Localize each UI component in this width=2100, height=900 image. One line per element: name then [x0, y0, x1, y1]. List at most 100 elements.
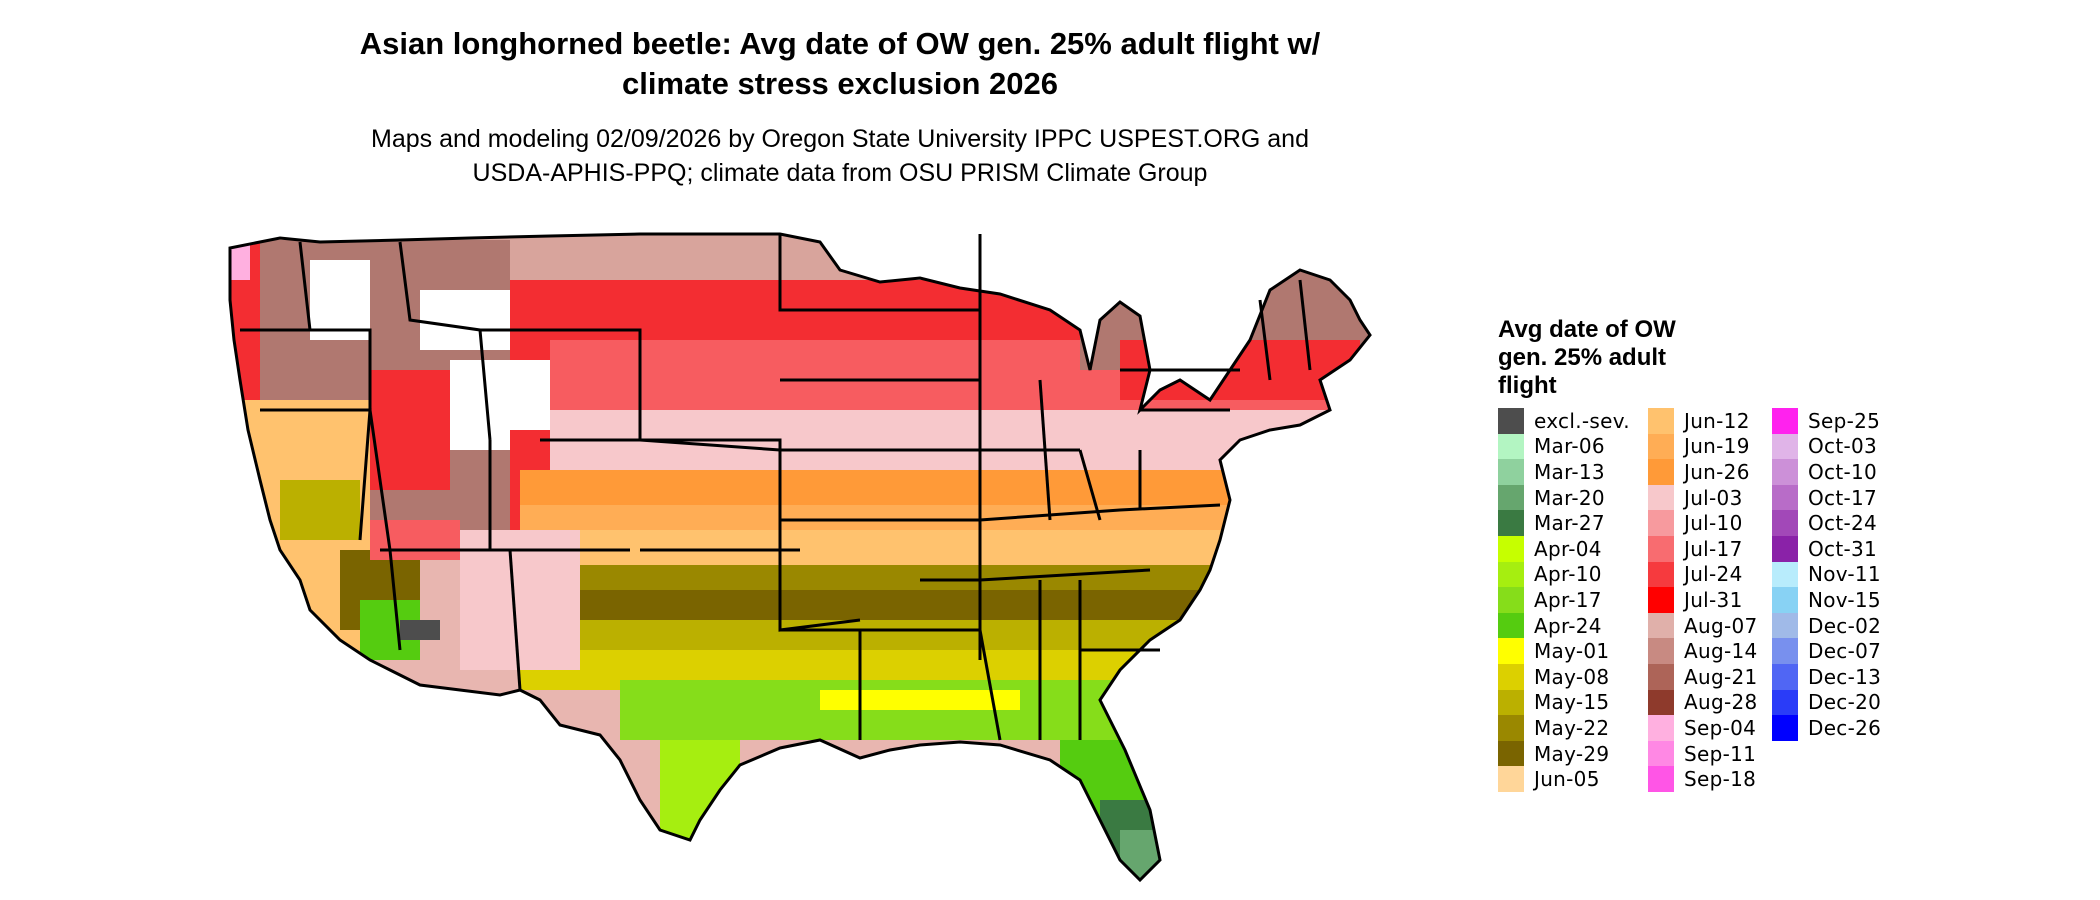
legend-item: Jul-17 — [1648, 535, 1758, 562]
legend-label: May-01 — [1534, 639, 1610, 664]
legend-item: Dec-07 — [1772, 638, 1881, 664]
legend-swatch — [1648, 587, 1674, 613]
legend-item: Apr-04 — [1498, 535, 1630, 562]
legend-label: May-22 — [1534, 715, 1610, 740]
legend-swatch — [1648, 612, 1674, 639]
map-subtitle-line1: Maps and modeling 02/09/2026 by Oregon S… — [371, 125, 1309, 153]
legend-label: Sep-04 — [1684, 715, 1757, 740]
legend-label: Dec-13 — [1808, 664, 1882, 689]
legend-swatch — [1648, 510, 1674, 536]
legend-swatch — [1498, 459, 1524, 485]
legend-label: Jul-03 — [1684, 485, 1743, 510]
legend-label: Apr-17 — [1534, 587, 1602, 612]
legend-item: Jun-19 — [1648, 433, 1758, 460]
legend-swatch — [1498, 715, 1524, 741]
legend-label: Mar-06 — [1534, 434, 1605, 459]
legend-item: May-01 — [1498, 638, 1630, 664]
legend-label: May-08 — [1534, 664, 1610, 689]
legend-swatch — [1498, 740, 1524, 767]
legend-item: Sep-25 — [1772, 408, 1881, 434]
legend-swatch — [1648, 433, 1674, 460]
legend-item: Aug-21 — [1648, 663, 1758, 690]
map-subtitle-line2: USDA-APHIS-PPQ; climate data from OSU PR… — [472, 159, 1208, 187]
legend-label: Sep-18 — [1684, 767, 1757, 792]
legend-column-1: excl.-sev. Mar-06 Mar-13 Mar-20 Mar-27 Apr-04… — [1498, 408, 1630, 792]
legend-item: Oct-17 — [1772, 484, 1881, 511]
legend-item: Jul-24 — [1648, 561, 1758, 588]
legend-swatch — [1772, 484, 1798, 511]
legend-swatch — [1772, 561, 1798, 588]
legend-label: Jul-31 — [1684, 587, 1743, 612]
legend-swatch — [1772, 612, 1798, 639]
legend-label: Dec-20 — [1808, 690, 1882, 715]
legend-label: excl.-sev. — [1534, 408, 1630, 433]
legend-item: Aug-07 — [1648, 612, 1758, 639]
legend-item: Oct-31 — [1772, 535, 1881, 562]
legend-swatch — [1498, 612, 1524, 639]
legend-label: Mar-13 — [1534, 459, 1605, 484]
legend-item: Mar-13 — [1498, 459, 1630, 485]
state-boundaries — [228, 232, 1372, 882]
legend-item: excl.-sev. — [1498, 408, 1630, 434]
legend-item: May-22 — [1498, 715, 1630, 741]
legend-swatch — [1648, 408, 1674, 434]
legend-column-2: Jun-12 Jun-19 Jun-26 Jul-03 Jul-10 Jul-17 Jul-… — [1648, 408, 1758, 792]
legend-swatch — [1772, 535, 1798, 562]
legend-swatch — [1498, 587, 1524, 613]
legend-item: Jul-10 — [1648, 510, 1758, 536]
legend-item: Mar-06 — [1498, 433, 1630, 460]
legend-item: Nov-15 — [1772, 587, 1881, 613]
legend-label: Aug-28 — [1684, 690, 1758, 715]
legend-label: Jun-12 — [1684, 408, 1750, 433]
map-subtitle: Maps and modeling 02/09/2026 by Oregon S… — [250, 122, 1430, 190]
legend-swatch — [1772, 510, 1798, 536]
legend-label: Oct-10 — [1808, 459, 1878, 484]
legend-label: Jun-05 — [1534, 767, 1600, 792]
legend-item: May-29 — [1498, 740, 1630, 767]
legend-swatch — [1498, 638, 1524, 664]
legend-item: Jul-31 — [1648, 587, 1758, 613]
legend-swatch — [1772, 638, 1798, 664]
legend-label: Sep-11 — [1684, 741, 1757, 766]
legend-item: Dec-26 — [1772, 715, 1881, 741]
map-title-line2: climate stress exclusion 2026 — [622, 66, 1058, 101]
legend-label: Oct-17 — [1808, 485, 1878, 510]
legend-swatch — [1498, 561, 1524, 588]
legend-swatch — [1498, 689, 1524, 716]
legend-label: Aug-07 — [1684, 613, 1758, 638]
legend-swatch — [1498, 433, 1524, 460]
map-color-fill — [230, 234, 1370, 880]
legend-item: Jun-12 — [1648, 408, 1758, 434]
legend-item: Dec-13 — [1772, 663, 1882, 690]
legend-label: Jul-17 — [1684, 536, 1743, 561]
legend-swatch — [1648, 484, 1674, 511]
legend-label: Jul-10 — [1684, 511, 1743, 536]
legend-swatch — [1772, 408, 1798, 434]
us-phenology-map — [228, 232, 1372, 882]
map-title-line1: Asian longhorned beetle: Avg date of OW … — [359, 26, 1321, 61]
legend-swatch — [1772, 715, 1798, 741]
legend-label: Dec-26 — [1808, 715, 1882, 740]
legend-item: Jul-03 — [1648, 484, 1758, 511]
legend-swatch — [1498, 535, 1524, 562]
legend-item: May-15 — [1498, 689, 1630, 716]
legend-label: Aug-14 — [1684, 639, 1758, 664]
legend-label: Jul-24 — [1684, 562, 1743, 587]
legend-swatch — [1648, 535, 1674, 562]
legend-label: Apr-24 — [1534, 613, 1602, 638]
legend-label: Dec-02 — [1808, 613, 1882, 638]
legend-label: Sep-25 — [1808, 408, 1881, 433]
legend-label: Jun-19 — [1684, 434, 1750, 459]
legend-swatch — [1498, 510, 1524, 536]
map-title: Asian longhorned beetle: Avg date of OW … — [250, 24, 1430, 104]
legend-swatch — [1648, 689, 1674, 716]
legend-item: Oct-10 — [1772, 459, 1881, 485]
legend-item: Mar-27 — [1498, 510, 1630, 536]
legend-label: May-15 — [1534, 690, 1610, 715]
legend-item: Aug-14 — [1648, 638, 1758, 664]
legend-swatch — [1772, 433, 1798, 460]
legend-label: Apr-10 — [1534, 562, 1602, 587]
legend-label: Oct-03 — [1808, 434, 1878, 459]
legend-swatch — [1772, 459, 1798, 485]
legend-label: Oct-24 — [1808, 511, 1878, 536]
